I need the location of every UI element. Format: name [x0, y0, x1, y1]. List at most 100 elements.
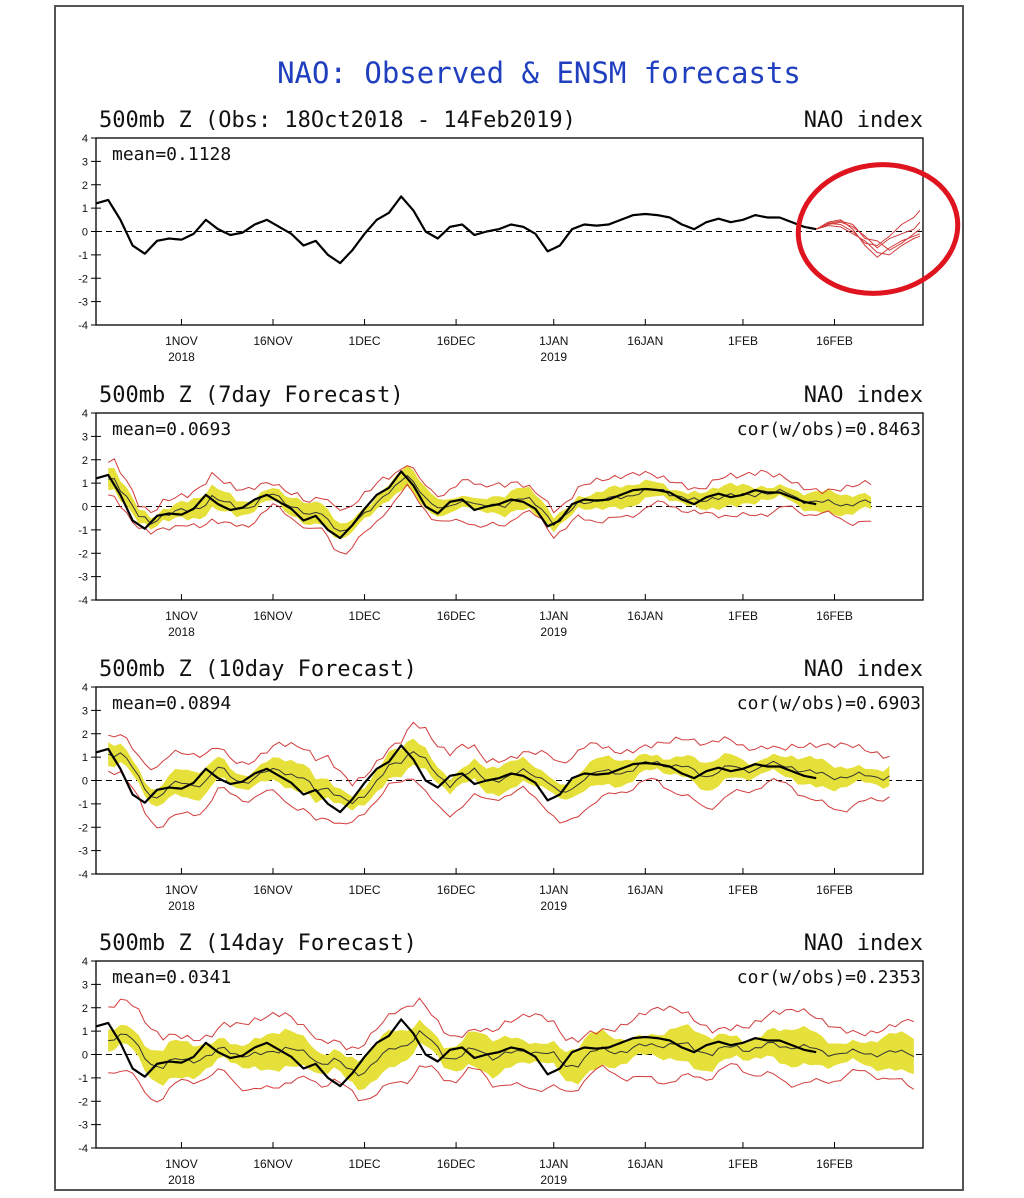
correlation-stat: cor(w/obs)=0.6903 [737, 693, 921, 714]
x-tick-year: 2018 [168, 350, 195, 364]
y-tick-label: -4 [78, 320, 88, 332]
annotation-circle [795, 162, 961, 296]
x-tick-label: 16NOV [253, 883, 292, 897]
x-tick-label: 1DEC [349, 883, 381, 897]
y-tick-label: -2 [78, 273, 88, 285]
y-tick-label: 2 [82, 1003, 88, 1015]
mean-stat: mean=0.0894 [112, 693, 231, 714]
y-tick-label: -1 [78, 250, 88, 262]
x-tick-label: 16DEC [437, 883, 476, 897]
y-tick-label: -1 [78, 799, 88, 811]
x-tick-label: 16JAN [627, 334, 663, 348]
y-tick-label: -3 [78, 1120, 88, 1132]
correlation-stat: cor(w/obs)=0.2353 [737, 967, 921, 988]
x-tick-label: 16FEB [816, 609, 853, 623]
x-tick-label: 1NOV [165, 334, 198, 348]
chart-panel-1: 500mb Z (Obs: 18Oct2018 - 14Feb2019) NAO … [78, 108, 961, 364]
x-tick-year: 2019 [540, 350, 567, 364]
y-tick-label: 3 [82, 156, 88, 168]
chart-panel-2: 500mb Z (7day Forecast) NAO index 4 3 2 1 0 -1 -… [78, 383, 924, 639]
x-tick-label: 1JAN [539, 883, 568, 897]
index-label: NAO index [804, 108, 923, 133]
observed-line [95, 195, 817, 265]
ensemble-member-line [816, 221, 921, 249]
x-tick-label: 1DEC [349, 334, 381, 348]
x-tick-label: 16DEC [437, 334, 476, 348]
forecast-spread-band [108, 738, 890, 811]
x-tick-label: 1NOV [165, 883, 198, 897]
panel-title: 500mb Z (14day Forecast) [99, 931, 417, 956]
forecast-spread-band [108, 464, 872, 540]
y-tick-label: 4 [82, 133, 88, 145]
observed-line [95, 744, 817, 814]
y-tick-label: -1 [78, 525, 88, 537]
y-tick-label: 4 [82, 408, 88, 420]
x-tick-year: 2018 [168, 1173, 195, 1187]
x-tick-label: 16JAN [627, 883, 663, 897]
panel-title: 500mb Z (7day Forecast) [99, 383, 404, 408]
y-tick-label: 0 [82, 1050, 88, 1062]
x-tick-label: 16JAN [627, 1157, 663, 1171]
main-title: NAO: Observed & ENSM forecasts [277, 56, 801, 90]
forecast-upper-envelope [107, 458, 872, 514]
index-label: NAO index [804, 931, 923, 956]
x-tick-label: 1FEB [728, 334, 758, 348]
observed-line [95, 470, 817, 540]
y-tick-label: -4 [78, 1143, 88, 1155]
y-tick-label: -4 [78, 869, 88, 881]
x-tick-year: 2019 [540, 1173, 567, 1187]
y-tick-label: -3 [78, 572, 88, 584]
mean-stat: mean=0.1128 [112, 144, 231, 165]
x-tick-label: 1NOV [165, 609, 198, 623]
chart-panel-3: 500mb Z (10day Forecast) NAO index 4 3 2 1 0 -1… [78, 657, 924, 913]
mean-stat: mean=0.0693 [112, 419, 231, 440]
y-tick-label: 3 [82, 431, 88, 443]
x-tick-year: 2018 [168, 899, 195, 913]
chart-panel-4: 500mb Z (14day Forecast) NAO index 4 3 2 1 0 -1… [78, 931, 924, 1187]
y-tick-label: 4 [82, 956, 88, 968]
x-tick-year: 2019 [540, 899, 567, 913]
y-tick-label: -2 [78, 1096, 88, 1108]
x-tick-label: 16NOV [253, 609, 292, 623]
x-tick-year: 2018 [168, 625, 195, 639]
y-tick-label: 0 [82, 502, 88, 514]
forecast-lower-envelope [107, 770, 890, 829]
x-tick-label: 1FEB [728, 883, 758, 897]
index-label: NAO index [804, 383, 923, 408]
panel-title: 500mb Z (Obs: 18Oct2018 - 14Feb2019) [99, 108, 576, 133]
x-tick-label: 1JAN [539, 609, 568, 623]
x-tick-year: 2019 [540, 625, 567, 639]
y-tick-label: -2 [78, 822, 88, 834]
y-tick-label: 1 [82, 203, 88, 215]
y-tick-label: 2 [82, 455, 88, 467]
ensemble-member-line [816, 225, 921, 256]
x-tick-label: 16NOV [253, 334, 292, 348]
y-tick-label: -2 [78, 548, 88, 560]
x-tick-label: 16FEB [816, 334, 853, 348]
y-tick-label: -3 [78, 846, 88, 858]
y-tick-label: 4 [82, 682, 88, 694]
x-tick-label: 16DEC [437, 1157, 476, 1171]
forecast-lower-envelope [108, 1063, 915, 1103]
x-tick-label: 16DEC [437, 609, 476, 623]
panel-title: 500mb Z (10day Forecast) [99, 657, 417, 682]
x-tick-label: 1DEC [349, 609, 381, 623]
forecast-spread-band [108, 1019, 914, 1091]
ensemble-member-line [815, 210, 921, 247]
x-tick-label: 16NOV [253, 1157, 292, 1171]
y-tick-label: 0 [82, 776, 88, 788]
forecast-mean-line [108, 751, 890, 805]
y-tick-label: 3 [82, 705, 88, 717]
x-tick-label: 1JAN [539, 1157, 568, 1171]
y-tick-label: 2 [82, 729, 88, 741]
chart-frame: NAO: Observed & ENSM forecasts 500mb Z (… [54, 5, 964, 1191]
x-tick-label: 16FEB [816, 1157, 853, 1171]
index-label: NAO index [804, 657, 923, 682]
y-tick-label: 2 [82, 180, 88, 192]
y-tick-label: 0 [82, 227, 88, 239]
y-tick-label: 1 [82, 752, 88, 764]
y-tick-label: 1 [82, 478, 88, 490]
x-tick-label: 1NOV [165, 1157, 198, 1171]
nao-figure: NAO: Observed & ENSM forecasts 500mb Z (… [78, 56, 961, 1187]
mean-stat: mean=0.0341 [112, 967, 231, 988]
